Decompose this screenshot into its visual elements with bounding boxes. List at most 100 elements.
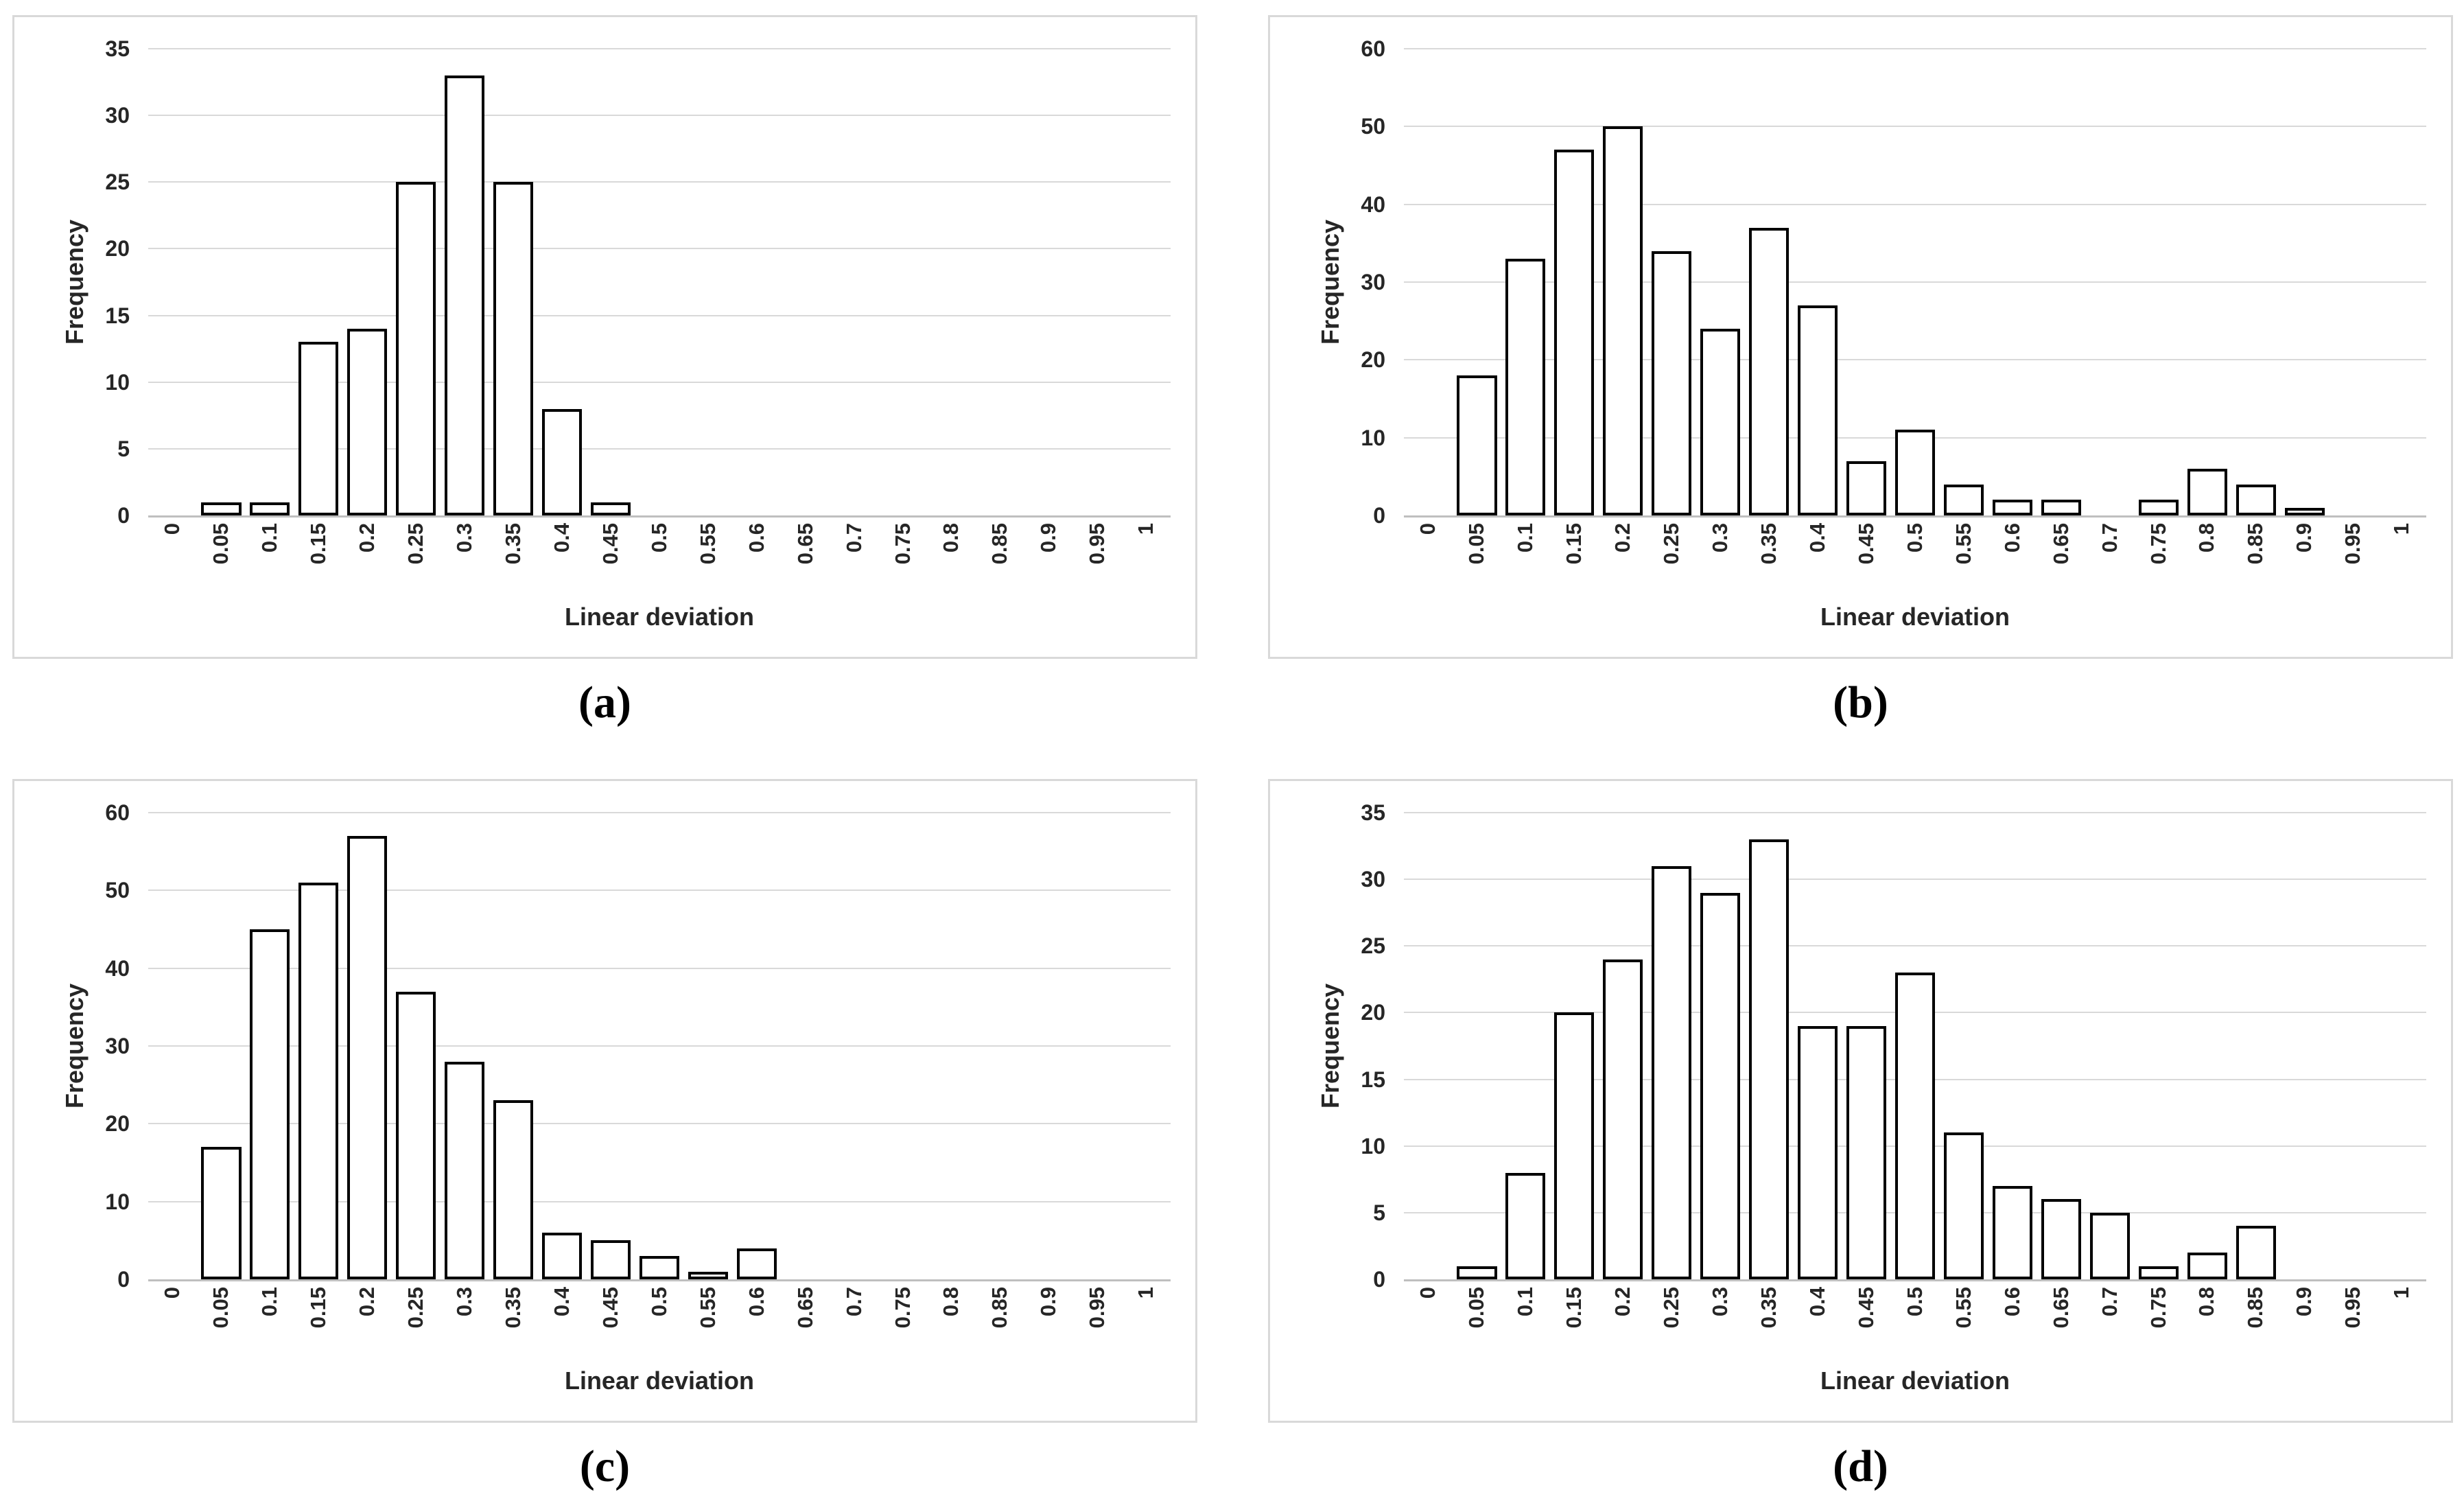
bar-slot <box>1122 49 1171 515</box>
bar-slot <box>197 49 246 515</box>
x-tick-label: 0.85 <box>987 1287 1012 1329</box>
bar-0.6 <box>1992 1186 2032 1279</box>
x-tick-label: 0.45 <box>1853 1287 1878 1329</box>
bar-slot <box>781 813 830 1279</box>
x-tick-label: 0.15 <box>1562 523 1586 565</box>
y-tick-label: 40 <box>105 955 130 981</box>
x-tick-label: 0.6 <box>744 523 768 553</box>
x-tick-label: 0.4 <box>1805 1287 1829 1317</box>
y-tick-label: 10 <box>105 1189 130 1214</box>
gridline <box>1404 812 2426 813</box>
bar-0.3 <box>445 75 485 515</box>
panel-caption-a: (a) <box>578 677 631 728</box>
bar-0.45 <box>1846 461 1887 515</box>
x-tick-label: 0.1 <box>1513 523 1538 553</box>
bar-slot <box>392 813 441 1279</box>
x-tick-label: 0.8 <box>2194 523 2219 553</box>
y-tick-label: 10 <box>105 369 130 395</box>
y-tick-label: 20 <box>105 1111 130 1137</box>
bar-slot <box>1988 49 2037 515</box>
x-tick-label: 0.5 <box>1902 1287 1927 1317</box>
bar-0.85 <box>2236 484 2276 515</box>
x-tick-label: 0.1 <box>1513 1287 1538 1317</box>
y-axis-tick-labels: 0 5 10 15 20 25 30 35 <box>1270 802 1392 1290</box>
bar-slot <box>976 49 1024 515</box>
y-tick-label: 30 <box>105 1034 130 1058</box>
x-tick-label: 0.85 <box>2243 1287 2268 1329</box>
bar-slot <box>1122 813 1171 1279</box>
bar-0.2 <box>347 836 388 1279</box>
bar-slot <box>392 49 441 515</box>
x-tick-label: 0.25 <box>403 1287 427 1329</box>
x-tick-label: 0.8 <box>939 1287 963 1317</box>
bar-slot <box>1745 49 1794 515</box>
x-tick-label: 0.7 <box>2097 523 2122 553</box>
bars <box>148 49 1171 515</box>
bar-0.6 <box>736 1248 777 1279</box>
gridline <box>1404 945 2426 947</box>
x-tick-label: 0.25 <box>1658 1287 1683 1329</box>
bar-slot <box>683 49 732 515</box>
bar-slot <box>489 49 538 515</box>
gridline <box>148 1200 1171 1202</box>
bar-0.7 <box>2089 1212 2130 1279</box>
x-tick-label: 0.2 <box>1610 1287 1635 1317</box>
bar-0.25 <box>396 991 436 1279</box>
bar-0.65 <box>2041 1199 2081 1279</box>
bar-slot <box>1550 813 1599 1279</box>
bar-slot <box>587 49 635 515</box>
x-tick-label: 0.75 <box>2146 523 2170 565</box>
x-axis-title: Linear deviation <box>564 1366 755 1395</box>
bar-slot <box>2231 813 2280 1279</box>
bar-slot <box>2280 49 2329 515</box>
x-tick-label: 0.65 <box>2048 523 2073 565</box>
x-tick-label: 0.5 <box>646 523 671 553</box>
y-tick-label: 20 <box>105 236 130 261</box>
bar-slot <box>2329 49 2378 515</box>
y-tick-label: 25 <box>105 170 130 195</box>
x-tick-label: 0.25 <box>1658 523 1683 565</box>
x-tick-label: 0.35 <box>500 523 525 565</box>
bar-slot <box>976 813 1024 1279</box>
gridline <box>1404 359 2426 361</box>
bar-slot <box>1794 49 1842 515</box>
x-tick-label: 0.15 <box>306 1287 331 1329</box>
x-tick-label: 0.9 <box>2292 1287 2316 1317</box>
x-tick-label: 0.35 <box>1756 1287 1781 1329</box>
bar-slot <box>1073 813 1122 1279</box>
x-tick-label: 0.9 <box>1036 1287 1061 1317</box>
bar-0.85 <box>2236 1226 2276 1279</box>
bar-slot <box>1745 813 1794 1279</box>
bar-slot <box>148 49 197 515</box>
x-tick-label: 0 <box>1416 1287 1440 1299</box>
x-tick-label: 0.7 <box>841 523 866 553</box>
bar-slot <box>1024 813 1073 1279</box>
bar-0.05 <box>1457 1266 1497 1279</box>
bar-slot <box>1842 813 1891 1279</box>
bar-slot <box>1453 813 1501 1279</box>
x-tick-label: 0.8 <box>2194 1287 2219 1317</box>
bar-0.05 <box>201 1147 242 1279</box>
bar-slot <box>1647 813 1696 1279</box>
bar-slot <box>732 813 781 1279</box>
y-tick-label: 5 <box>1373 1200 1385 1225</box>
x-tick-label: 0.8 <box>939 523 963 553</box>
bar-slot <box>343 49 392 515</box>
x-tick-label: 0.5 <box>1902 523 1927 553</box>
y-axis-tick-labels: 0 5 10 15 20 25 30 35 <box>14 38 137 526</box>
bar-slot <box>1599 49 1647 515</box>
bar-0.8 <box>2187 469 2227 515</box>
histogram-chart-c: Frequency 0 10 20 30 40 50 60 0 0.05 0.1 0.15 0.2 0… <box>12 779 1197 1423</box>
bar-0.4 <box>1798 305 1838 515</box>
bar-slot <box>927 49 976 515</box>
x-tick-label: 0.9 <box>2292 523 2316 553</box>
bar-slot <box>587 813 635 1279</box>
x-tick-label: 0.3 <box>451 1287 476 1317</box>
bar-0.35 <box>1749 839 1790 1279</box>
bar-slot <box>2378 813 2426 1279</box>
bar-slot <box>441 813 489 1279</box>
gridline <box>148 181 1171 183</box>
bar-0.55 <box>1943 1132 1984 1279</box>
bar-0.05 <box>201 502 242 515</box>
x-tick-label: 0.5 <box>646 1287 671 1317</box>
